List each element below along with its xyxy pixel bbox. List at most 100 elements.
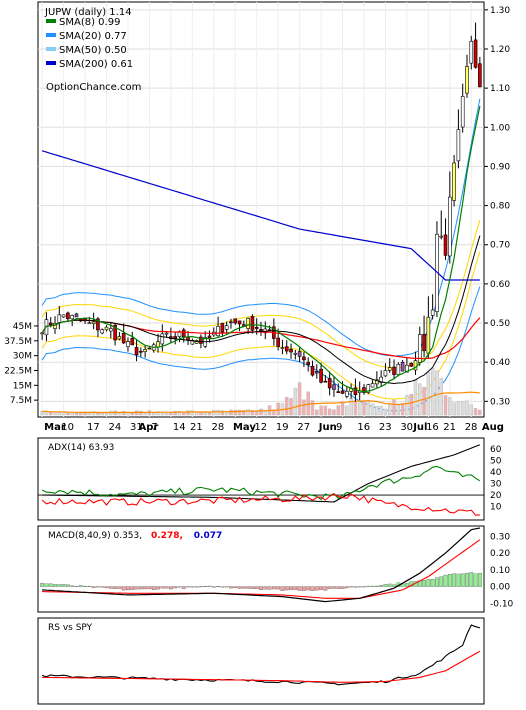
volume-bar [375, 406, 379, 416]
macd-histogram-bar [276, 586, 281, 590]
x-axis-label: Aug [482, 422, 504, 433]
candle-body [233, 318, 238, 324]
macd-histogram-bar [164, 586, 169, 589]
macd-histogram-bar [374, 585, 379, 587]
volume-bar [194, 412, 199, 416]
legend-entry: SMA(20) 0.77 [59, 31, 127, 42]
candle-body [126, 341, 130, 348]
macd-panel: 0.30 0.20 0.10 0.00 -0.10 [40, 527, 514, 609]
macd-histogram-bar [143, 586, 148, 590]
volume-bar [327, 408, 332, 416]
candle-body [465, 66, 469, 94]
candle-body [216, 326, 220, 337]
macd-histogram-bar [126, 586, 130, 591]
volume-axis-label: 45M [13, 322, 32, 332]
candle-body [314, 371, 319, 374]
candle-body [400, 361, 405, 372]
candle-body [207, 335, 212, 339]
candle-body [139, 350, 143, 353]
macd-histogram-bar [452, 573, 457, 587]
volume-bar [473, 408, 478, 416]
volume-bar [212, 409, 216, 416]
volume-bar [246, 409, 250, 416]
macd-histogram-bar [426, 578, 431, 587]
macd-histogram-bar [241, 586, 246, 589]
candle-body [362, 387, 366, 393]
sma20-line [41, 235, 481, 385]
volume-bar [448, 397, 452, 416]
candle-body [259, 329, 263, 332]
candle-body [332, 384, 336, 390]
volume-bar [272, 409, 276, 416]
macd-histogram-bar [233, 586, 238, 588]
candle-body [345, 390, 349, 397]
macd-histogram-bar [263, 586, 268, 590]
upper-band-line [41, 98, 481, 357]
macd-histogram-bar [134, 586, 139, 590]
macd-histogram-bar [78, 585, 83, 587]
x-axis-label: 10 [61, 422, 74, 433]
volume-bar [117, 413, 122, 416]
volume-bar [409, 393, 413, 416]
candle-body [473, 39, 478, 68]
candle-body [70, 315, 74, 320]
volume-bar [422, 386, 426, 416]
x-axis-label: 28 [465, 422, 478, 433]
x-axis-label: 27 [297, 422, 310, 433]
macd-histogram-bar [44, 583, 49, 587]
legend-swatch [46, 33, 56, 37]
volume-bars [40, 368, 482, 416]
volume-bar [456, 401, 461, 416]
candle-body [109, 328, 113, 332]
sma8-line [41, 105, 481, 393]
macd-histogram-bar [422, 580, 426, 587]
candle-body [164, 332, 169, 335]
macd-histogram-bar [194, 586, 199, 588]
macd-histogram-bar [284, 586, 289, 591]
volume-bar [315, 409, 319, 416]
legend-entry: SMA(200) 0.61 [59, 59, 133, 70]
volume-bar [452, 402, 456, 416]
candle-body [246, 317, 250, 329]
volume-bar [233, 409, 238, 416]
volume-bar [383, 408, 388, 416]
candle-body [443, 234, 448, 256]
candle-body [147, 347, 152, 350]
x-axis-label: 24 [109, 422, 122, 433]
candle-body [40, 332, 44, 335]
volume-bar [276, 402, 280, 416]
candle-body [327, 378, 332, 389]
macd-histogram-bar [229, 586, 233, 589]
candle-body [199, 336, 203, 344]
volume-bar [250, 410, 255, 416]
x-axis-label: 23 [379, 422, 392, 433]
macd-histogram-bar [173, 586, 178, 589]
candle-body [156, 341, 160, 348]
x-axis-label: 9 [336, 422, 342, 433]
candle-body [53, 323, 57, 329]
macd-histogram-bar [383, 584, 388, 587]
candle-body [229, 321, 233, 324]
candle-body [130, 338, 135, 346]
candle-body [190, 339, 195, 345]
macd-histogram-bar [138, 586, 143, 590]
macd-histogram-bar [362, 586, 366, 588]
x-axis-label: May [233, 422, 256, 433]
candle-body [224, 325, 229, 330]
macd-histogram-bar [65, 584, 70, 587]
macd-histogram-bar [40, 582, 45, 587]
candle-body [460, 96, 465, 128]
macd-histogram-bar [207, 585, 212, 587]
volume-bar [96, 412, 100, 416]
macd-histogram-bar [186, 586, 190, 588]
macd-signal-line [42, 539, 481, 599]
adx-axis-label: 50 [490, 457, 502, 467]
candle-body [173, 336, 177, 339]
macd-histogram-bar [130, 586, 135, 591]
x-axis-label: 16 [357, 422, 370, 433]
volume-bar [310, 400, 315, 416]
adx-axis-label: 60 [490, 445, 502, 455]
x-axis-label: 17 [87, 422, 100, 433]
price-axis-label: 0.50 [490, 319, 510, 329]
